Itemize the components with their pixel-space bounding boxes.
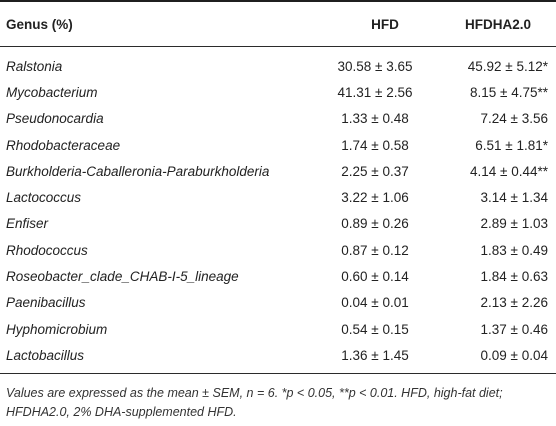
header-hfd: HFD — [371, 16, 399, 32]
cell-hfd: 1.33 ± 0.48 — [341, 111, 409, 127]
cell-hfdha: 1.84 ± 0.63 — [480, 269, 548, 285]
cell-hfdha: 3.14 ± 1.34 — [480, 190, 548, 206]
cell-genus: Hyphomicrobium — [6, 321, 108, 337]
top-rule — [0, 0, 556, 2]
table-row: Pseudonocardia 1.33 ± 0.48 7.24 ± 3.56 — [0, 106, 556, 132]
table-row: Lactococcus 3.22 ± 1.06 3.14 ± 1.34 — [0, 184, 556, 210]
cell-genus: Burkholderia-Caballeronia-Paraburkholder… — [6, 163, 270, 179]
table-row: Rhodococcus 0.87 ± 0.12 1.83 ± 0.49 — [0, 237, 556, 263]
cell-hfd: 0.54 ± 0.15 — [341, 321, 409, 337]
cell-hfd: 0.89 ± 0.26 — [341, 216, 409, 232]
cell-hfdha: 4.14 ± 0.44** — [470, 163, 548, 179]
table-row: Enfiser 0.89 ± 0.26 2.89 ± 1.03 — [0, 211, 556, 237]
table-footnote: Values are expressed as the mean ± SEM, … — [6, 385, 503, 419]
cell-hfd: 0.04 ± 0.01 — [341, 295, 409, 311]
bottom-rule — [0, 372, 556, 374]
cell-hfdha: 2.89 ± 1.03 — [480, 216, 548, 232]
cell-hfdha: 2.13 ± 2.26 — [480, 295, 548, 311]
header-rule — [0, 46, 556, 47]
cell-genus: Lactobacillus — [6, 347, 85, 363]
cell-hfd: 1.36 ± 1.45 — [341, 347, 409, 363]
cell-hfd: 3.22 ± 1.06 — [341, 190, 409, 206]
table-row: Hyphomicrobium 0.54 ± 0.15 1.37 ± 0.46 — [0, 316, 556, 342]
cell-hfdha: 0.09 ± 0.04 — [480, 347, 548, 363]
table-row: Lactobacillus 1.36 ± 1.45 0.09 ± 0.04 — [0, 342, 556, 368]
cell-genus: Pseudonocardia — [6, 111, 104, 127]
cell-hfdha: 1.37 ± 0.46 — [480, 321, 548, 337]
table-row: Mycobacterium 41.31 ± 2.56 8.15 ± 4.75** — [0, 79, 556, 105]
cell-genus: Rhodococcus — [6, 242, 88, 258]
cell-genus: Ralstonia — [6, 58, 63, 74]
cell-hfd: 0.87 ± 0.12 — [341, 242, 409, 258]
cell-hfd: 1.74 ± 0.58 — [341, 137, 409, 153]
cell-hfdha: 8.15 ± 4.75** — [470, 84, 548, 100]
cell-genus: Lactococcus — [6, 190, 82, 206]
header-genus: Genus (%) — [6, 16, 73, 32]
cell-hfdha: 6.51 ± 1.81* — [475, 137, 548, 153]
table-row: Ralstonia 30.58 ± 3.65 45.92 ± 5.12* — [0, 53, 556, 79]
cell-hfdha: 1.83 ± 0.49 — [480, 242, 548, 258]
cell-hfdha: 45.92 ± 5.12* — [467, 58, 548, 74]
cell-hfd: 30.58 ± 3.65 — [337, 58, 413, 74]
cell-hfd: 41.31 ± 2.56 — [337, 84, 413, 100]
cell-genus: Rhodobacteraceae — [6, 137, 121, 153]
table-row: Burkholderia-Caballeronia-Paraburkholder… — [0, 158, 556, 184]
table-row: Roseobacter_clade_CHAB-I-5_lineage 0.60 ±… — [0, 263, 556, 289]
cell-hfdha: 7.24 ± 3.56 — [480, 111, 548, 127]
cell-genus: Enfiser — [6, 216, 49, 232]
cell-hfd: 0.60 ± 0.14 — [341, 269, 409, 285]
header-hfdha: HFDHA2.0 — [464, 16, 531, 32]
table-body: Ralstonia 30.58 ± 3.65 45.92 ± 5.12* Mycoba… — [0, 47, 556, 373]
cell-genus: Mycobacterium — [6, 84, 98, 100]
table-row: Rhodobacteraceae 1.74 ± 0.58 6.51 ± 1.81* — [0, 132, 556, 158]
cell-genus: Paenibacillus — [6, 295, 86, 311]
table-header: Genus (%) HFD HFDHA2.0 — [0, 2, 556, 46]
cell-hfd: 2.25 ± 0.37 — [341, 163, 409, 179]
table-row: Paenibacillus 0.04 ± 0.01 2.13 ± 2.26 — [0, 290, 556, 316]
cell-genus: Roseobacter_clade_CHAB-I-5_lineage — [6, 269, 239, 285]
